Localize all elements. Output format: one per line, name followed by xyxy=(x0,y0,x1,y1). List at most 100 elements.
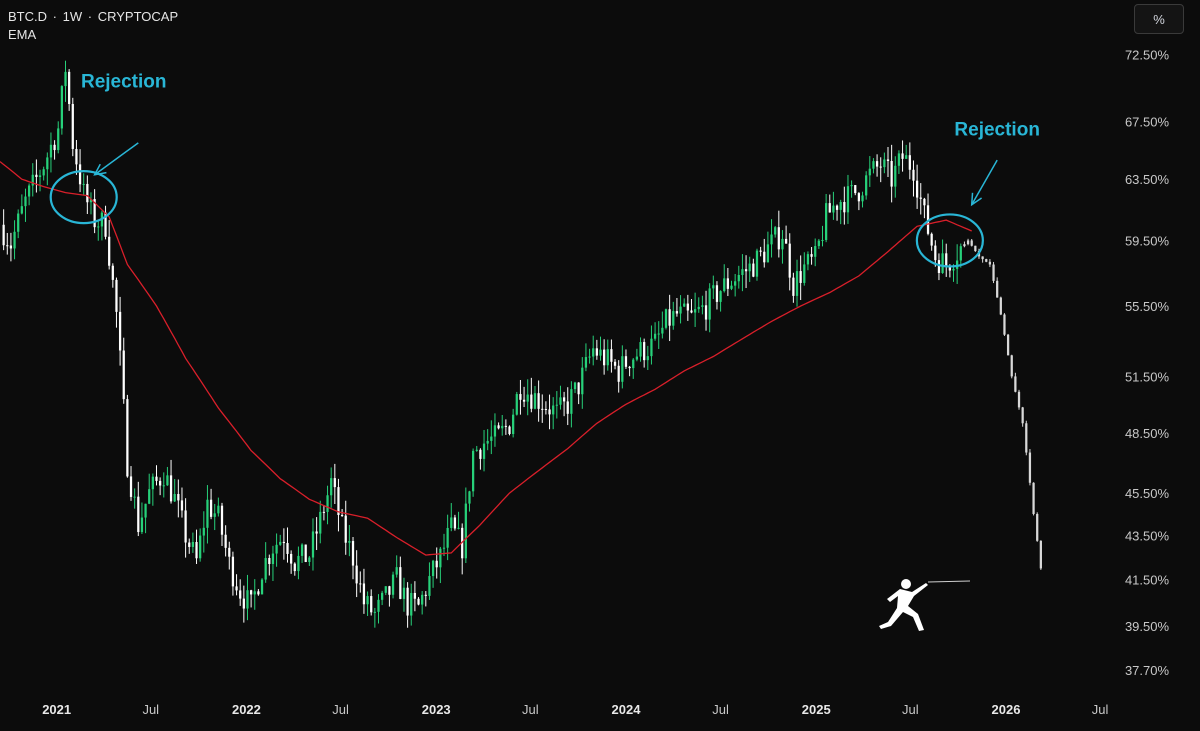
candle-body xyxy=(311,531,315,558)
candle-body xyxy=(471,450,475,492)
candle-body xyxy=(282,541,285,544)
candle-body xyxy=(988,261,992,265)
candle-body xyxy=(330,478,333,496)
candle-body xyxy=(748,263,751,272)
candle-body xyxy=(366,596,369,605)
candle-body xyxy=(57,128,60,151)
candle-body xyxy=(828,203,831,213)
candle-body xyxy=(104,212,107,237)
candle-body xyxy=(439,548,442,568)
candle-body xyxy=(584,357,588,368)
price-axis[interactable]: 72.50% 67.50% 63.50% 59.50% 55.50% 51.50% 48.5… xyxy=(1125,47,1170,678)
candle-body xyxy=(559,397,562,405)
candle-body xyxy=(781,238,784,250)
candle-body xyxy=(122,350,125,400)
exchange-label: CRYPTOCAP xyxy=(97,9,179,24)
candle-body xyxy=(1036,513,1039,541)
candle-body xyxy=(723,278,726,292)
x-tick-label: 2021 xyxy=(42,702,71,717)
candle-body xyxy=(1010,355,1013,377)
candle-body xyxy=(370,596,373,613)
candle-body xyxy=(337,487,340,516)
candle-body xyxy=(788,243,791,278)
x-tick-label: 2024 xyxy=(612,702,642,717)
candle-body xyxy=(974,245,977,252)
y-tick-label: 37.70% xyxy=(1125,663,1170,678)
candle-body xyxy=(49,144,53,158)
candle-body xyxy=(9,245,13,249)
candle-body xyxy=(264,558,267,580)
time-axis[interactable]: 2021 Jul 2022 Jul 2023 Jul 2024 Jul 2025 Jul 2026 J… xyxy=(42,702,1108,717)
candle-body xyxy=(493,425,497,437)
candle-body xyxy=(661,327,664,334)
x-tick-label: Jul xyxy=(142,702,159,717)
candle-body xyxy=(737,274,740,282)
candle-body xyxy=(744,269,748,272)
candle-body xyxy=(53,144,56,151)
candle-body xyxy=(552,405,555,415)
candle-body xyxy=(413,592,417,599)
candle-body xyxy=(537,393,540,409)
candle-body xyxy=(865,175,868,196)
candle-body xyxy=(228,547,231,557)
candle-body xyxy=(715,285,719,302)
candle-body xyxy=(1028,452,1032,483)
candle-body xyxy=(621,356,624,382)
symbol-title[interactable]: BTC.D · 1W · CRYPTOCAP xyxy=(8,8,180,26)
candle-body xyxy=(897,153,901,166)
candle-body xyxy=(653,333,657,339)
candle-body xyxy=(46,157,49,170)
candle-body xyxy=(832,205,835,213)
y-tick-label: 43.50% xyxy=(1125,528,1170,543)
candle-body xyxy=(555,404,558,406)
candle-body xyxy=(271,553,275,564)
candle-body xyxy=(846,186,850,213)
candle-body xyxy=(391,574,395,595)
annotations: Rejection Rejection xyxy=(49,71,1040,268)
candle-body xyxy=(632,359,635,369)
percent-scale-button[interactable]: % xyxy=(1134,4,1184,34)
candle-body xyxy=(996,280,999,298)
candle-body xyxy=(643,342,646,361)
candle-body xyxy=(672,311,675,326)
candle-body xyxy=(177,493,180,501)
y-tick-label: 48.50% xyxy=(1125,426,1170,441)
candle-body xyxy=(213,513,216,517)
candle-body xyxy=(457,527,460,529)
candle-body xyxy=(217,505,220,514)
candle-body xyxy=(650,338,653,357)
candle-body xyxy=(806,254,810,265)
candle-body xyxy=(206,499,209,528)
candle-body xyxy=(442,547,446,549)
candle-body xyxy=(690,310,693,313)
candle-body xyxy=(548,409,551,415)
candle-body xyxy=(934,245,937,261)
candle-body xyxy=(734,281,737,286)
candle-body xyxy=(883,159,886,168)
candle-body xyxy=(730,285,733,289)
candle-body xyxy=(628,366,631,369)
candle-body xyxy=(71,103,74,149)
y-tick-label: 63.50% xyxy=(1125,172,1170,187)
candle-body xyxy=(220,505,224,535)
candle-body xyxy=(406,587,409,616)
candle-body xyxy=(566,401,569,414)
candle-body xyxy=(526,394,529,402)
candle-body xyxy=(381,592,384,600)
candle-body xyxy=(704,305,708,320)
candle-body xyxy=(326,495,329,512)
candle-body xyxy=(224,534,227,548)
candle-body xyxy=(431,560,435,577)
candle-body xyxy=(319,511,322,534)
candle-body xyxy=(799,271,802,283)
x-tick-label: Jul xyxy=(332,702,349,717)
candle-body xyxy=(355,565,358,584)
candle-body xyxy=(362,583,366,605)
indicator-legend-ema[interactable]: EMA xyxy=(8,27,37,42)
candle-body xyxy=(482,443,486,459)
x-tick-label: 2023 xyxy=(422,702,451,717)
candle-body xyxy=(60,86,63,129)
candle-body xyxy=(24,196,27,207)
candle-body xyxy=(191,541,195,547)
